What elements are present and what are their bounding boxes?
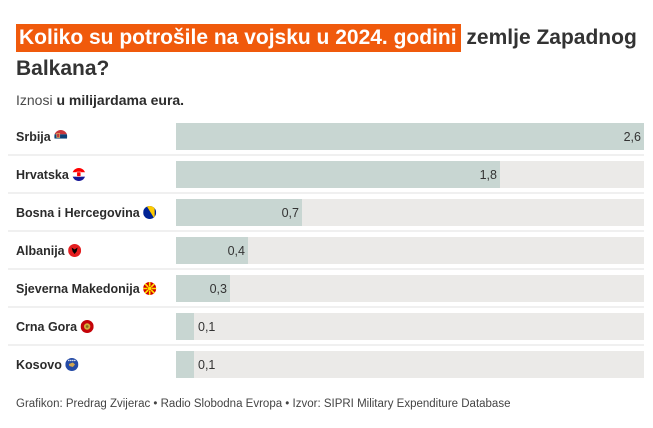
bar-track [176, 275, 644, 302]
bar [176, 275, 230, 302]
subtitle-unit: u milijardama eura. [56, 92, 185, 108]
bar [176, 161, 500, 188]
category-label: Hrvatska [16, 168, 70, 182]
bar-row: Hrvatska 1,8 [8, 154, 644, 188]
data-label: 0,3 [210, 282, 227, 296]
subtitle-prefix: Iznosi [16, 92, 57, 108]
croatia-flag-icon [72, 168, 86, 181]
bosnia-flag-icon [143, 206, 157, 219]
chart-title: Koliko su potrošile na vojsku u 2024. go… [16, 22, 641, 84]
bar-row: Bosna i Hercegovina 0,7 [8, 192, 644, 226]
bar-track [176, 351, 644, 378]
data-label: 0,4 [228, 244, 245, 258]
bar-chart: Srbija 2,6 Hrvatska 1,8 Bosna i Hercegovina 0… [8, 123, 644, 378]
kosovo-flag-icon [65, 358, 79, 371]
data-label: 2,6 [624, 130, 641, 144]
data-label: 0,7 [282, 206, 299, 220]
data-label: 1,8 [480, 168, 497, 182]
bar [176, 199, 302, 226]
bar-row: Srbija 2,6 [16, 123, 644, 150]
title-rest: zemlje Zapadnog Balkana? [16, 26, 637, 80]
category-label: Kosovo [16, 358, 62, 372]
bar-track [176, 237, 644, 264]
chart-credit: Grafikon: Predrag Zvijerac • Radio Slobo… [16, 398, 511, 410]
albania-flag-icon [68, 244, 82, 257]
bar [176, 237, 248, 264]
north-macedonia-flag-icon [143, 282, 157, 295]
bar-row: Kosovo 0,1 [8, 344, 644, 378]
bar [176, 123, 644, 150]
bar-row: Crna Gora 0,1 [8, 306, 644, 340]
data-label: 0,1 [198, 358, 215, 372]
data-label: 0,1 [198, 320, 215, 334]
montenegro-flag-icon [80, 320, 94, 333]
bar [176, 313, 194, 340]
category-label: Srbija [16, 130, 52, 144]
bar [176, 351, 194, 378]
category-label: Sjeverna Makedonija [16, 282, 141, 296]
bar-track [176, 313, 644, 340]
serbia-flag-icon [54, 130, 68, 143]
category-label: Crna Gora [16, 320, 78, 334]
category-label: Bosna i Hercegovina [16, 206, 141, 220]
bar-row: Sjeverna Makedonija 0,3 [8, 268, 644, 302]
chart-subtitle: Iznosi u milijardama eura. [16, 92, 184, 108]
category-label: Albanija [16, 244, 66, 258]
title-highlight: Koliko su potrošile na vojsku u 2024. go… [16, 24, 461, 52]
bar-row: Albanija 0,4 [8, 230, 644, 264]
